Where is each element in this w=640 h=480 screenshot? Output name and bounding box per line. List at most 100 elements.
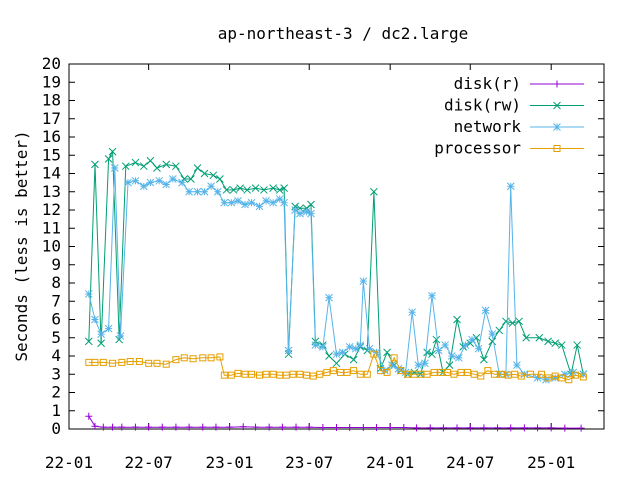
y-tick-label: 10 — [42, 237, 61, 256]
legend: disk(r) disk(rw) network processor — [434, 74, 584, 158]
data-point-network — [513, 361, 521, 369]
y-tick-label: 0 — [51, 419, 61, 438]
data-point-disk-r — [85, 412, 93, 420]
y-axis-label: Seconds (less is better) — [12, 130, 31, 361]
data-point-network — [200, 187, 209, 196]
data-point-disk-rw — [383, 348, 391, 357]
y-tick-label: 20 — [42, 54, 61, 73]
y-tick-label: 16 — [42, 127, 61, 146]
data-point-disk-r — [319, 424, 327, 432]
legend-label-disk-r: disk(r) — [454, 74, 521, 93]
data-point-disk-rw — [551, 339, 560, 348]
data-point-network — [401, 368, 410, 377]
data-point-network — [551, 374, 560, 382]
data-point-disk-r — [426, 424, 434, 432]
data-point-processor — [309, 372, 317, 380]
legend-label-disk-rw: disk(rw) — [444, 96, 521, 115]
data-point-network — [434, 346, 443, 355]
data-point-disk-rw — [209, 171, 218, 180]
data-point-processor — [551, 372, 559, 380]
data-point-processor — [289, 370, 297, 378]
data-point-disk-rw — [200, 169, 209, 178]
data-point-network — [155, 176, 164, 185]
data-point-processor — [437, 368, 445, 376]
data-point-disk-rw — [139, 162, 148, 171]
x-tick-label: 22-01 — [45, 453, 93, 472]
series-line-network — [88, 167, 584, 381]
y-tick-label: 8 — [51, 273, 61, 292]
y-tick-label: 18 — [42, 91, 61, 110]
legend-marker-disk-r — [553, 80, 561, 88]
data-point-disk-rw — [162, 160, 171, 169]
data-point-disk-rw — [488, 337, 497, 346]
data-point-network — [213, 187, 222, 196]
data-point-disk-rw — [97, 339, 105, 348]
data-point-disk-rw — [84, 337, 93, 346]
data-point-disk-rw — [146, 156, 155, 165]
data-point-disk-rw — [291, 202, 299, 211]
data-point-network — [91, 315, 99, 324]
data-point-processor — [565, 376, 573, 384]
series-processor — [85, 350, 587, 384]
data-point-disk-rw — [410, 368, 419, 377]
data-point-processor — [517, 372, 525, 380]
data-point-processor — [504, 371, 512, 379]
x-tick-label: 23-07 — [285, 453, 333, 472]
data-point-disk-r — [346, 424, 354, 432]
data-point-network — [454, 353, 463, 362]
data-point-disk-r — [359, 424, 367, 432]
data-point-network — [275, 195, 284, 203]
data-point-network — [428, 291, 436, 300]
data-point-disk-r — [91, 422, 99, 430]
y-tick-label: 17 — [42, 109, 61, 128]
data-point-processor — [423, 370, 431, 378]
data-point-processor — [153, 359, 161, 367]
data-point-processor — [269, 370, 277, 378]
data-point-network — [193, 187, 202, 196]
data-point-disk-rw — [236, 184, 245, 192]
data-point-processor — [216, 353, 224, 361]
data-point-network — [447, 352, 456, 360]
data-point-network — [394, 364, 403, 373]
data-point-processor — [199, 354, 207, 362]
data-point-processor — [303, 371, 311, 379]
data-point-disk-rw — [432, 335, 441, 344]
data-point-network — [168, 175, 177, 183]
data-point-network — [560, 370, 569, 379]
data-point-processor — [316, 370, 324, 378]
data-point-disk-r — [239, 423, 247, 431]
data-point-network — [474, 344, 483, 353]
data-point-processor — [484, 367, 492, 375]
data-point-network — [421, 359, 429, 368]
data-point-processor — [430, 368, 438, 376]
data-point-disk-r — [99, 423, 107, 431]
data-point-processor — [511, 370, 519, 378]
data-point-disk-rw — [472, 333, 481, 342]
data-point-disk-rw — [121, 162, 130, 171]
data-point-network — [162, 180, 171, 189]
data-point-network — [388, 361, 396, 369]
data-point-disk-r — [547, 424, 555, 432]
data-point-disk-r — [333, 424, 340, 432]
data-point-processor — [296, 370, 304, 378]
data-point-network — [542, 375, 550, 384]
y-tick-label: 19 — [42, 72, 61, 91]
data-point-processor — [558, 374, 566, 382]
data-point-disk-rw — [91, 160, 99, 169]
data-point-processor — [477, 372, 485, 380]
data-point-disk-rw — [187, 175, 195, 183]
x-tick-label: 23-01 — [206, 453, 254, 472]
data-point-disk-rw — [222, 186, 231, 194]
data-point-network — [146, 178, 155, 187]
y-tick-label: 14 — [42, 164, 61, 183]
data-point-network — [97, 330, 105, 338]
data-point-disk-rw — [495, 326, 504, 335]
data-point-processor — [189, 355, 197, 363]
data-point-processor — [220, 371, 228, 379]
y-tick-label: 3 — [51, 364, 61, 383]
data-point-disk-r — [480, 424, 488, 432]
data-point-processor — [457, 368, 465, 376]
data-point-disk-r — [466, 424, 474, 432]
data-point-network — [325, 293, 333, 302]
data-point-disk-rw — [453, 315, 461, 324]
